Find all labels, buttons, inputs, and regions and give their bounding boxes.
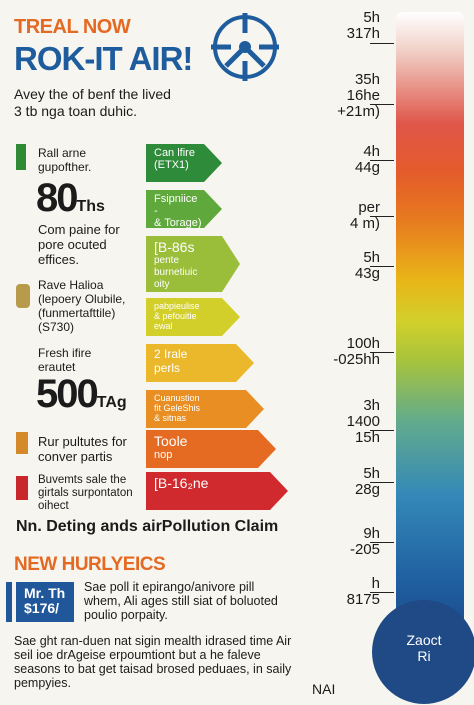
scale-label: 100h -025hh: [333, 335, 380, 368]
scale-label: 4h 44g: [354, 143, 380, 176]
news-paragraph: Sae poll it epirango/anivore pill whem, …: [84, 580, 278, 622]
scale-label: h 8175: [346, 575, 380, 608]
thermometer-panel: 5h 317h 35h 16he +21m) 4h 44g per 4 m) 5h 43g …: [300, 0, 474, 705]
scale-label: 5h 43g: [354, 249, 380, 282]
thermometer-tube: [396, 12, 464, 632]
tick-mark: [370, 352, 394, 353]
section-title: Nn. Deting ands airPollution Claim: [16, 518, 279, 535]
subtitle-line: Avey the of benf the lived: [14, 86, 171, 102]
bar-7: Toole nop: [146, 430, 276, 468]
bar-2: Fsipniice - & Torage): [146, 190, 222, 229]
vase-icon: [16, 284, 30, 308]
subtitle-line: 3 tb nga toan duhic.: [14, 103, 137, 119]
row-text: Fresh ifire erautet: [38, 346, 92, 374]
tick-mark: [370, 592, 394, 593]
tick-mark: [370, 160, 394, 161]
tick-mark: [370, 430, 394, 431]
scale-label: 9h -205: [349, 525, 380, 558]
bar-1: Can lfire (ETX1): [146, 144, 222, 182]
row-text: Com paine for pore ocuted effices.: [38, 222, 120, 267]
tick-mark: [370, 266, 394, 267]
big-stat: 80Ths: [36, 176, 105, 220]
badge-accent: [6, 582, 12, 622]
tick-mark: [370, 482, 394, 483]
bar-5: 2 Irale perls: [146, 344, 254, 382]
left-panel: TREAL NOW ROK-IT AIR! Avey the of benf t…: [6, 13, 292, 690]
scale-label: 35h 16he +21m): [337, 71, 380, 120]
row-text: Rall arne gupofther.: [38, 146, 92, 174]
news-paragraph: Sae ght ran-duen nat sigin mealth idrase…: [14, 634, 292, 690]
bulb-label: Zaoct: [406, 632, 442, 648]
tick-mark: [370, 43, 394, 44]
big-stat: 500TAg: [36, 372, 127, 416]
thermometer-bulb: Zaoct Ri: [372, 600, 474, 704]
bulb-label: Ri: [417, 648, 431, 664]
news-badge: Mr. Th $176/: [16, 582, 74, 622]
news-title: NEW HURLYEICS: [14, 554, 166, 575]
row-text: Rave Halioa (lepoery Olubile, (funmertaftt…: [38, 278, 126, 334]
bar-6: Cuanustion fit GeleShis & sitnas: [146, 390, 264, 428]
extinguisher-icon: [16, 476, 28, 500]
page-title: ROK-IT AIR!: [14, 40, 193, 77]
bottle-icon: [16, 144, 26, 170]
tick-mark: [370, 104, 394, 105]
bar-4: pabpieulise & pefouitie ewal: [146, 298, 240, 336]
row-text: Buvemts sale the girtals surpontaton oihec…: [38, 474, 133, 512]
scale-label: 5h 317h: [346, 9, 380, 42]
beaker-icon: [16, 432, 28, 454]
bar-8: [B-16₂ne: [146, 472, 288, 510]
scale-label: per 4 m): [350, 199, 380, 232]
tick-mark: [370, 216, 394, 217]
scale-label: 3h 1400 15h: [346, 397, 380, 446]
row-text: Rur pultutes for conver partis: [38, 434, 127, 464]
kicker: TREAL NOW: [14, 16, 131, 38]
bar-3: [B-86s pente burnetiuic oity: [146, 236, 240, 292]
compass-logo-icon: [211, 13, 279, 81]
subtitle: Avey the of benf the lived 3 tb nga toan…: [14, 86, 214, 120]
scale-label: 5h 28g: [354, 465, 380, 498]
tick-mark: [370, 542, 394, 543]
footer-label: NAI: [312, 681, 336, 697]
